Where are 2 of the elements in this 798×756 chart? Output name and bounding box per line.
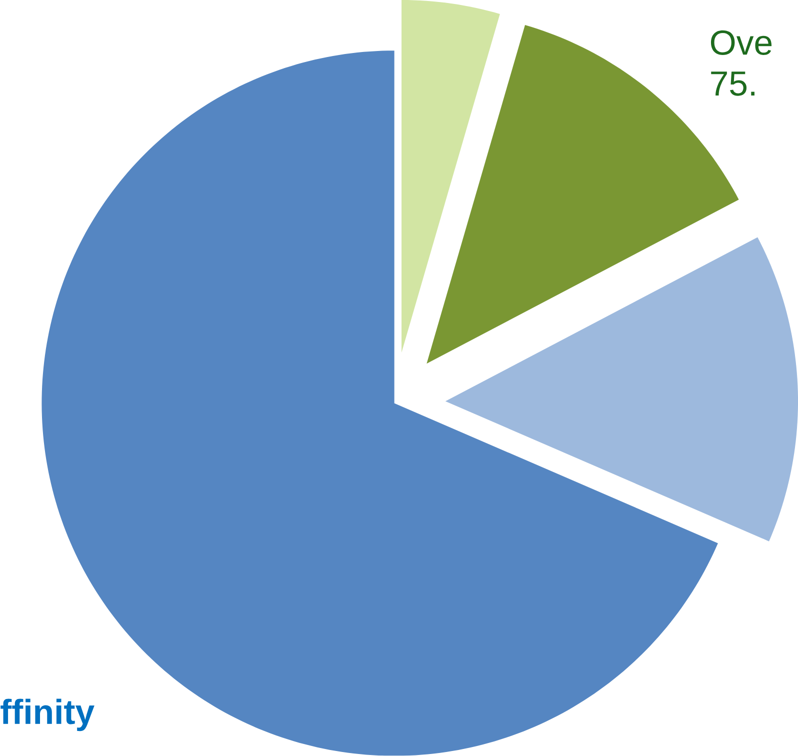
slice-label: ffinity — [0, 698, 94, 732]
slice-label: Ove 75. — [710, 30, 772, 96]
